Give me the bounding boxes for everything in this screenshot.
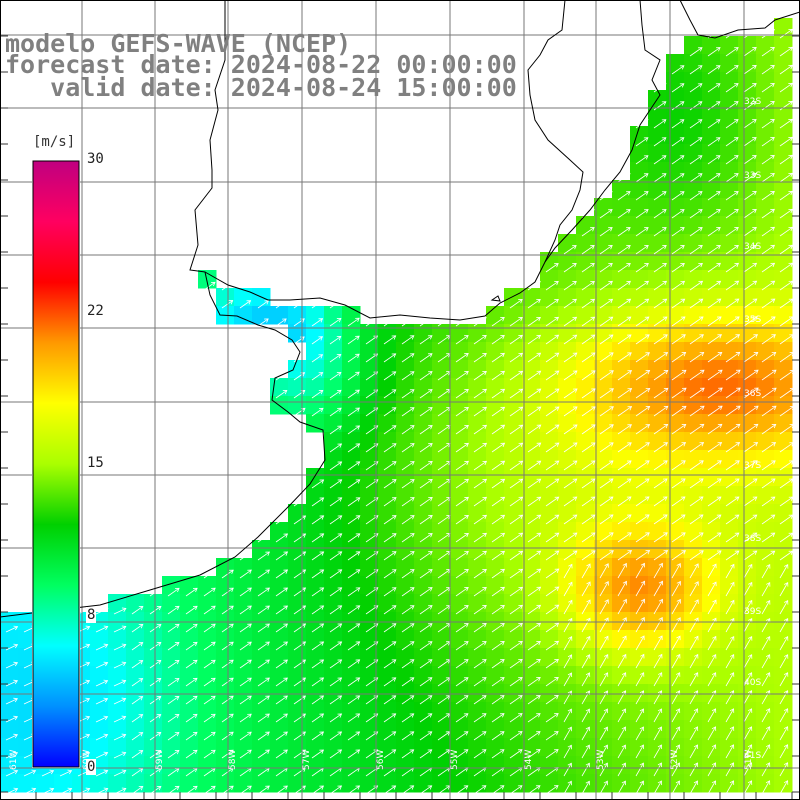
lon-label-54w: 54W xyxy=(524,750,534,770)
model-title: modelo GEFS-WAVE (NCEP) xyxy=(5,29,352,58)
lon-label-58w: 58W xyxy=(228,750,238,770)
lon-label-52w: 52W xyxy=(670,750,680,770)
colorbar xyxy=(32,160,80,768)
colorbar-tick-8: 8 xyxy=(86,607,97,623)
valid-date: valid date: 2024-08-24 15:00:00 xyxy=(5,73,517,102)
colorbar-tick-22: 22 xyxy=(86,303,105,319)
lat-label-32s: 32S xyxy=(744,97,761,107)
lat-label-35s: 35S xyxy=(744,315,761,325)
lat-label-39s: 39S xyxy=(744,607,761,617)
colorbar-tick-0: 0 xyxy=(86,759,97,775)
lon-label-57w: 57W xyxy=(302,750,312,770)
colorbar-unit: [m/s] xyxy=(31,134,78,150)
lat-label-40s: 40S xyxy=(744,678,761,688)
forecast-date: forecast date: 2024-08-22 00:00:00 xyxy=(5,50,517,79)
colorbar-tick-15: 15 xyxy=(86,455,105,471)
lat-label-38s: 38S xyxy=(744,534,761,544)
colorbar-tick-30: 30 xyxy=(86,151,105,167)
lon-label-61w: 61W xyxy=(9,750,19,770)
colorbar-gradient xyxy=(32,160,80,768)
lat-label-41s: 41S xyxy=(744,751,761,761)
lat-label-33s: 33S xyxy=(744,171,761,181)
lon-label-53w: 53W xyxy=(596,750,606,770)
lon-label-51w: 51W xyxy=(744,750,754,770)
lon-label-56w: 56W xyxy=(376,750,386,770)
latitude-labels: 32S 33S 34S 35S 36S 37S 38S 39S 40S 41S xyxy=(744,97,761,761)
lon-label-59w: 59W xyxy=(155,750,165,770)
lat-label-34s: 34S xyxy=(744,242,761,252)
lat-label-37s: 37S xyxy=(744,461,761,471)
lon-label-55w: 55W xyxy=(450,750,460,770)
lat-label-36s: 36S xyxy=(744,389,761,399)
wind-speed-field xyxy=(0,18,793,793)
